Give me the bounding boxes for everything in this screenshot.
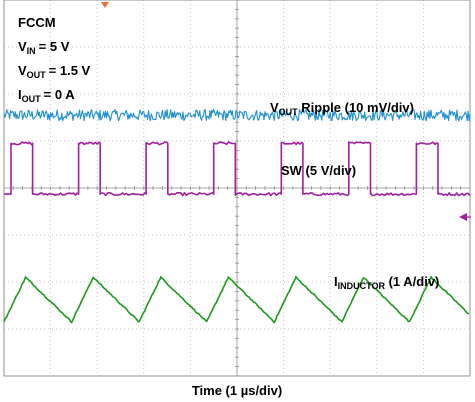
vout-label: VOUT = 1.5 V [18,63,91,80]
series-label-sw: SW (5 V/div) [281,163,356,178]
x-axis-label: Time (1 µs/div) [192,383,282,398]
mode-label: FCCM [18,15,56,30]
trace-vout [3,108,471,122]
trace-sw [4,141,471,197]
series-label-vout: VOUT Ripple (10 mV/div) [270,100,414,117]
plot-frame [3,0,471,377]
graticule-grid [3,0,471,377]
waveform-traces [3,108,471,324]
trace-iind [3,275,470,324]
sw-level-marker-icon [459,213,467,221]
series-label-inductor: IINDUCTOR (1 A/div) [334,274,439,291]
trigger-marker-icon [101,2,109,8]
iout-label: IOUT = 0 A [18,87,75,104]
vin-label: VIN = 5 V [18,39,70,56]
